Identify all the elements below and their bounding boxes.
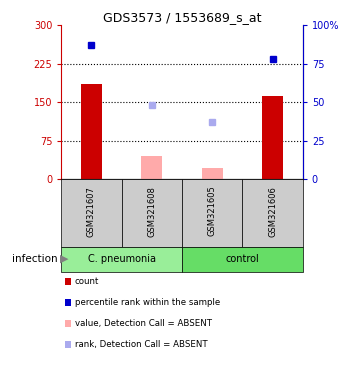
Title: GDS3573 / 1553689_s_at: GDS3573 / 1553689_s_at — [103, 11, 261, 24]
Text: rank, Detection Call = ABSENT: rank, Detection Call = ABSENT — [75, 340, 207, 349]
Text: infection: infection — [12, 254, 58, 264]
Text: ▶: ▶ — [60, 254, 68, 264]
Bar — [262, 96, 283, 179]
Bar — [141, 156, 162, 179]
Text: value, Detection Call = ABSENT: value, Detection Call = ABSENT — [75, 319, 211, 328]
Text: C. pneumonia: C. pneumonia — [88, 254, 156, 264]
Bar — [81, 84, 102, 179]
Text: GSM321606: GSM321606 — [268, 185, 277, 237]
Text: control: control — [225, 254, 259, 264]
Text: percentile rank within the sample: percentile rank within the sample — [75, 298, 220, 307]
Text: GSM321608: GSM321608 — [147, 185, 156, 237]
Text: GSM321605: GSM321605 — [208, 186, 217, 237]
Bar — [202, 168, 223, 179]
Text: count: count — [75, 276, 99, 286]
Text: GSM321607: GSM321607 — [87, 185, 96, 237]
